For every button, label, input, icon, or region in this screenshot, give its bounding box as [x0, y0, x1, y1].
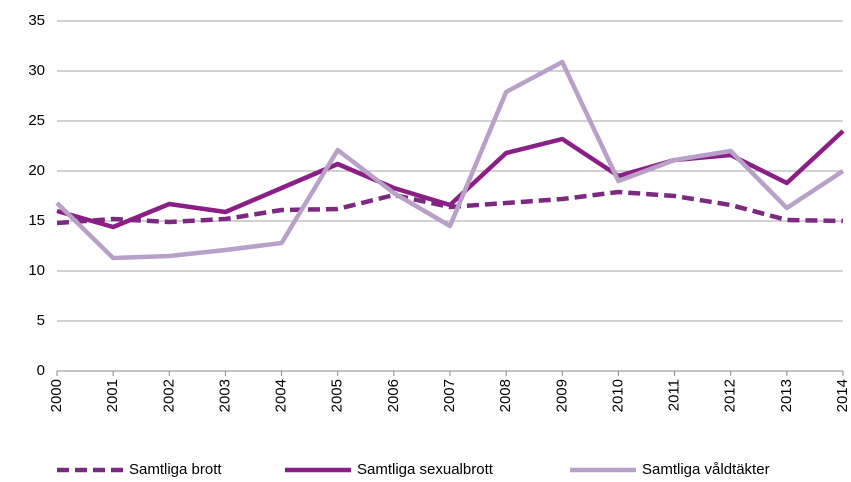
x-tick-label: 2012 [722, 379, 739, 412]
y-tick-label: 30 [28, 62, 45, 79]
x-tick-label: 2014 [834, 379, 851, 412]
x-tick-label: 2003 [216, 379, 233, 412]
x-tick-label: 2008 [497, 379, 514, 412]
x-tick-label: 2013 [778, 379, 795, 412]
y-tick-label: 0 [37, 362, 45, 379]
line [55, 59, 845, 261]
x-tick-label: 2007 [441, 379, 458, 412]
legend-label: Samtliga sexualbrott [357, 461, 494, 478]
x-tick-label: 2006 [385, 379, 402, 412]
line [56, 189, 844, 226]
y-tick-label: 5 [37, 312, 45, 329]
x-tick-label: 2009 [553, 379, 570, 412]
x-tick-label: 2004 [273, 379, 290, 412]
line [56, 129, 845, 230]
y-tick-label: 35 [28, 12, 45, 29]
y-tick-label: 15 [28, 212, 45, 229]
y-tick-label: 20 [28, 162, 45, 179]
x-tick-label: 2011 [666, 379, 683, 411]
legend-label: Samtliga våldtäkter [642, 461, 770, 478]
x-tick-label: 2002 [160, 379, 177, 412]
y-tick-label: 25 [28, 112, 45, 129]
legend-label: Samtliga brott [129, 461, 222, 478]
x-tick-label: 2001 [104, 379, 121, 412]
y-tick-label: 10 [28, 262, 45, 279]
x-tick-label: 2005 [329, 379, 346, 412]
x-tick-label: 2010 [609, 379, 626, 412]
x-tick-label: 2000 [48, 379, 65, 412]
